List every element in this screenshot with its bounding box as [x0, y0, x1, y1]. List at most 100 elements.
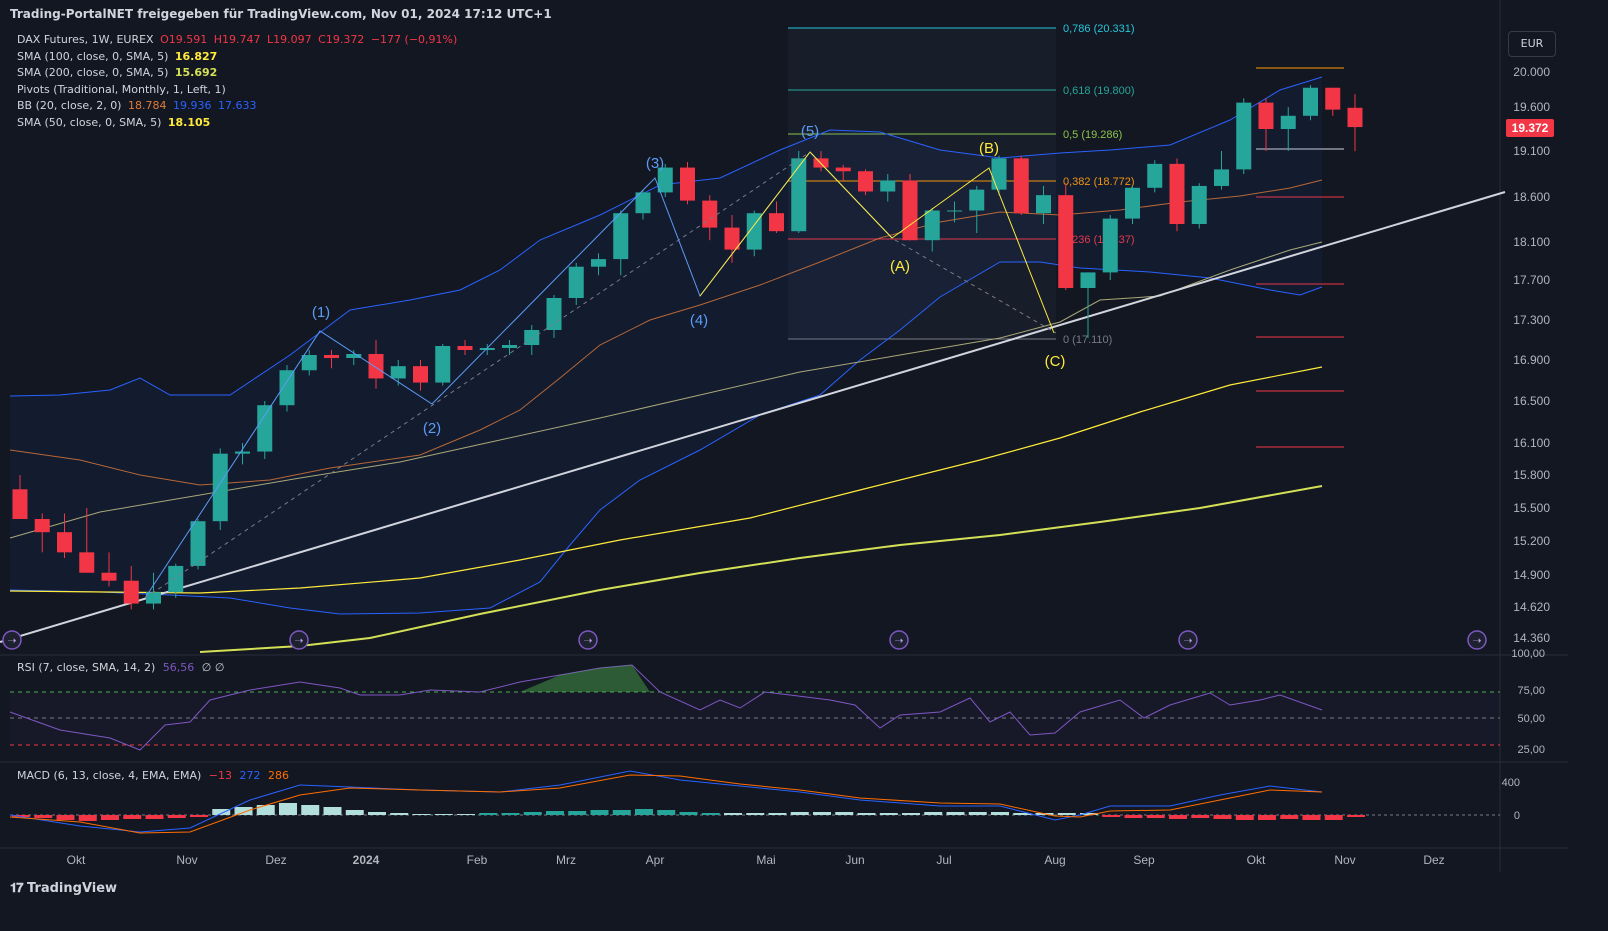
- candle-body: [479, 348, 495, 350]
- candle: [1258, 98, 1274, 151]
- fib-level-label: 0 (17.110): [1063, 334, 1112, 346]
- elliott-wave-label: (4): [690, 312, 708, 329]
- candle: [502, 340, 517, 355]
- macd-histogram-bar: [1213, 815, 1232, 819]
- time-tick-label: 2024: [353, 853, 380, 867]
- indicator-lines: [0, 76, 1506, 653]
- macd-histogram-bar: [190, 815, 208, 817]
- macd-histogram-bar: [701, 813, 720, 815]
- macd-histogram-bar: [924, 812, 943, 815]
- price-tick-label: 17.700: [1513, 273, 1550, 287]
- trend-line: [0, 191, 1506, 643]
- sma100-value: 16.827: [174, 49, 218, 63]
- high-value: H19.747: [213, 33, 261, 46]
- candle: [413, 360, 428, 391]
- candle: [1191, 183, 1207, 229]
- symbol-name[interactable]: DAX Futures, 1W, EUREX: [17, 33, 154, 46]
- event-marker-icon: [1467, 630, 1487, 650]
- price-tick-label: 19.600: [1513, 100, 1550, 114]
- candle-body: [1147, 163, 1163, 188]
- sma200-label: SMA (200, close, 0, SMA, 5): [17, 66, 169, 80]
- candle: [1169, 158, 1185, 232]
- legend-sma200[interactable]: SMA (200, close, 0, SMA, 5) 15.692: [17, 65, 220, 82]
- candle-body: [613, 213, 629, 260]
- legend-pivots[interactable]: Pivots (Traditional, Monthly, 1, Left, 1…: [17, 82, 229, 99]
- legend-sma50[interactable]: SMA (50, close, 0, SMA, 5) 18.105: [17, 115, 213, 132]
- candle: [769, 201, 784, 233]
- legend-sma100[interactable]: SMA (100, close, 0, SMA, 5) 16.827: [17, 49, 220, 66]
- candlestick-series: [12, 85, 1363, 610]
- fib-level-label: 0,618 (19.800): [1063, 85, 1135, 97]
- grid: [0, 0, 1568, 872]
- candle-body: [346, 354, 362, 358]
- rsi-tick-label: 50,00: [1517, 713, 1545, 725]
- candle: [880, 174, 896, 202]
- pivot-levels: [1256, 67, 1344, 448]
- candle-body: [413, 366, 428, 383]
- tradingview-logo[interactable]: 𝟏𝟕 TradingView: [10, 881, 117, 896]
- macd-histogram-bar: [145, 815, 164, 819]
- candle-body: [791, 158, 807, 232]
- event-arrow-icon: ➝: [7, 634, 16, 647]
- macd-histogram-bar: [1302, 815, 1321, 820]
- macd-histogram-bar: [946, 812, 965, 815]
- macd-histogram-bar: [12, 815, 30, 817]
- elliott-wave-label: (2): [423, 420, 441, 437]
- candle-body: [1169, 163, 1185, 224]
- candle: [568, 262, 584, 305]
- candle: [1058, 183, 1074, 290]
- price-axis[interactable]: 20.000 19.600 19.100 18.600 18.100 17.700 17.3…: [1506, 65, 1554, 645]
- legend-bb[interactable]: BB (20, close, 2, 0) 18.784 19.936 17.63…: [17, 98, 259, 115]
- candle-body: [1258, 102, 1274, 129]
- candle-body: [301, 355, 317, 371]
- macd-histogram-bar: [390, 813, 409, 815]
- macd-histogram-bar: [368, 812, 386, 815]
- macd-histogram-bar: [568, 811, 587, 815]
- macd-histogram-bar: [902, 813, 920, 815]
- price-tick-label: 17.300: [1513, 313, 1550, 327]
- candle: [101, 552, 117, 587]
- candle: [1303, 85, 1318, 121]
- wave-channel-line: [144, 151, 811, 599]
- macd-histogram-bar: [879, 813, 898, 815]
- macd-histogram-bar: [167, 815, 186, 818]
- price-tick-label: 18.100: [1513, 235, 1550, 249]
- candle: [34, 513, 50, 553]
- chart-canvas: 0,786 (20.331) 0,618 (19.800) 0,5 (19.286)…: [0, 0, 1568, 872]
- candle-body: [1236, 102, 1252, 170]
- candle-body: [457, 346, 473, 350]
- time-tick-label: Sep: [1133, 853, 1155, 867]
- fib-box: [788, 28, 1056, 339]
- price-tick-label: 14.900: [1513, 568, 1550, 582]
- candle: [212, 448, 228, 530]
- change-value: −177 (−0,91%): [370, 33, 458, 46]
- candle-body: [1058, 195, 1074, 288]
- candle: [123, 565, 139, 610]
- macd-histogram-bar: [345, 810, 364, 815]
- legend-main: DAX Futures, 1W, EUREX O19.591 H19.747 L…: [17, 32, 460, 49]
- bb-label: BB (20, close, 2, 0): [17, 99, 122, 113]
- candle: [1214, 151, 1229, 190]
- event-arrow-icon: ➝: [583, 634, 592, 647]
- rsi-legend[interactable]: RSI (7, close, SMA, 14, 2) 56,56 ∅ ∅: [17, 661, 224, 674]
- time-tick-label: Nov: [1334, 853, 1355, 867]
- time-axis[interactable]: Okt Nov Dez 2024 Feb Mrz Apr Mai Jun Jul Aug Sep Okt…: [67, 853, 1445, 867]
- macd-value-signal: 286: [268, 769, 289, 782]
- candle-body: [57, 532, 72, 553]
- macd-histogram-bar: [1235, 815, 1254, 820]
- event-marker-icon: [2, 630, 22, 650]
- sma200-line: [199, 485, 1323, 653]
- macd-legend[interactable]: MACD (6, 13, close, 4, EMA, EMA) −13 272…: [17, 769, 289, 782]
- macd-histogram-bar: [1013, 813, 1032, 815]
- candle: [835, 164, 851, 181]
- currency-button[interactable]: EUR: [1508, 31, 1556, 57]
- candle: [1080, 272, 1096, 338]
- candle-body: [101, 572, 117, 581]
- price-tick-label: 16.500: [1513, 394, 1550, 408]
- candle: [635, 189, 651, 220]
- chart-header: Trading-PortalNET freigegeben für Tradin…: [10, 7, 552, 21]
- macd-histogram-bar: [256, 805, 275, 815]
- macd-histogram-bar: [78, 815, 97, 821]
- price-tick-label: 15.500: [1513, 501, 1550, 515]
- time-tick-label: Feb: [467, 853, 488, 867]
